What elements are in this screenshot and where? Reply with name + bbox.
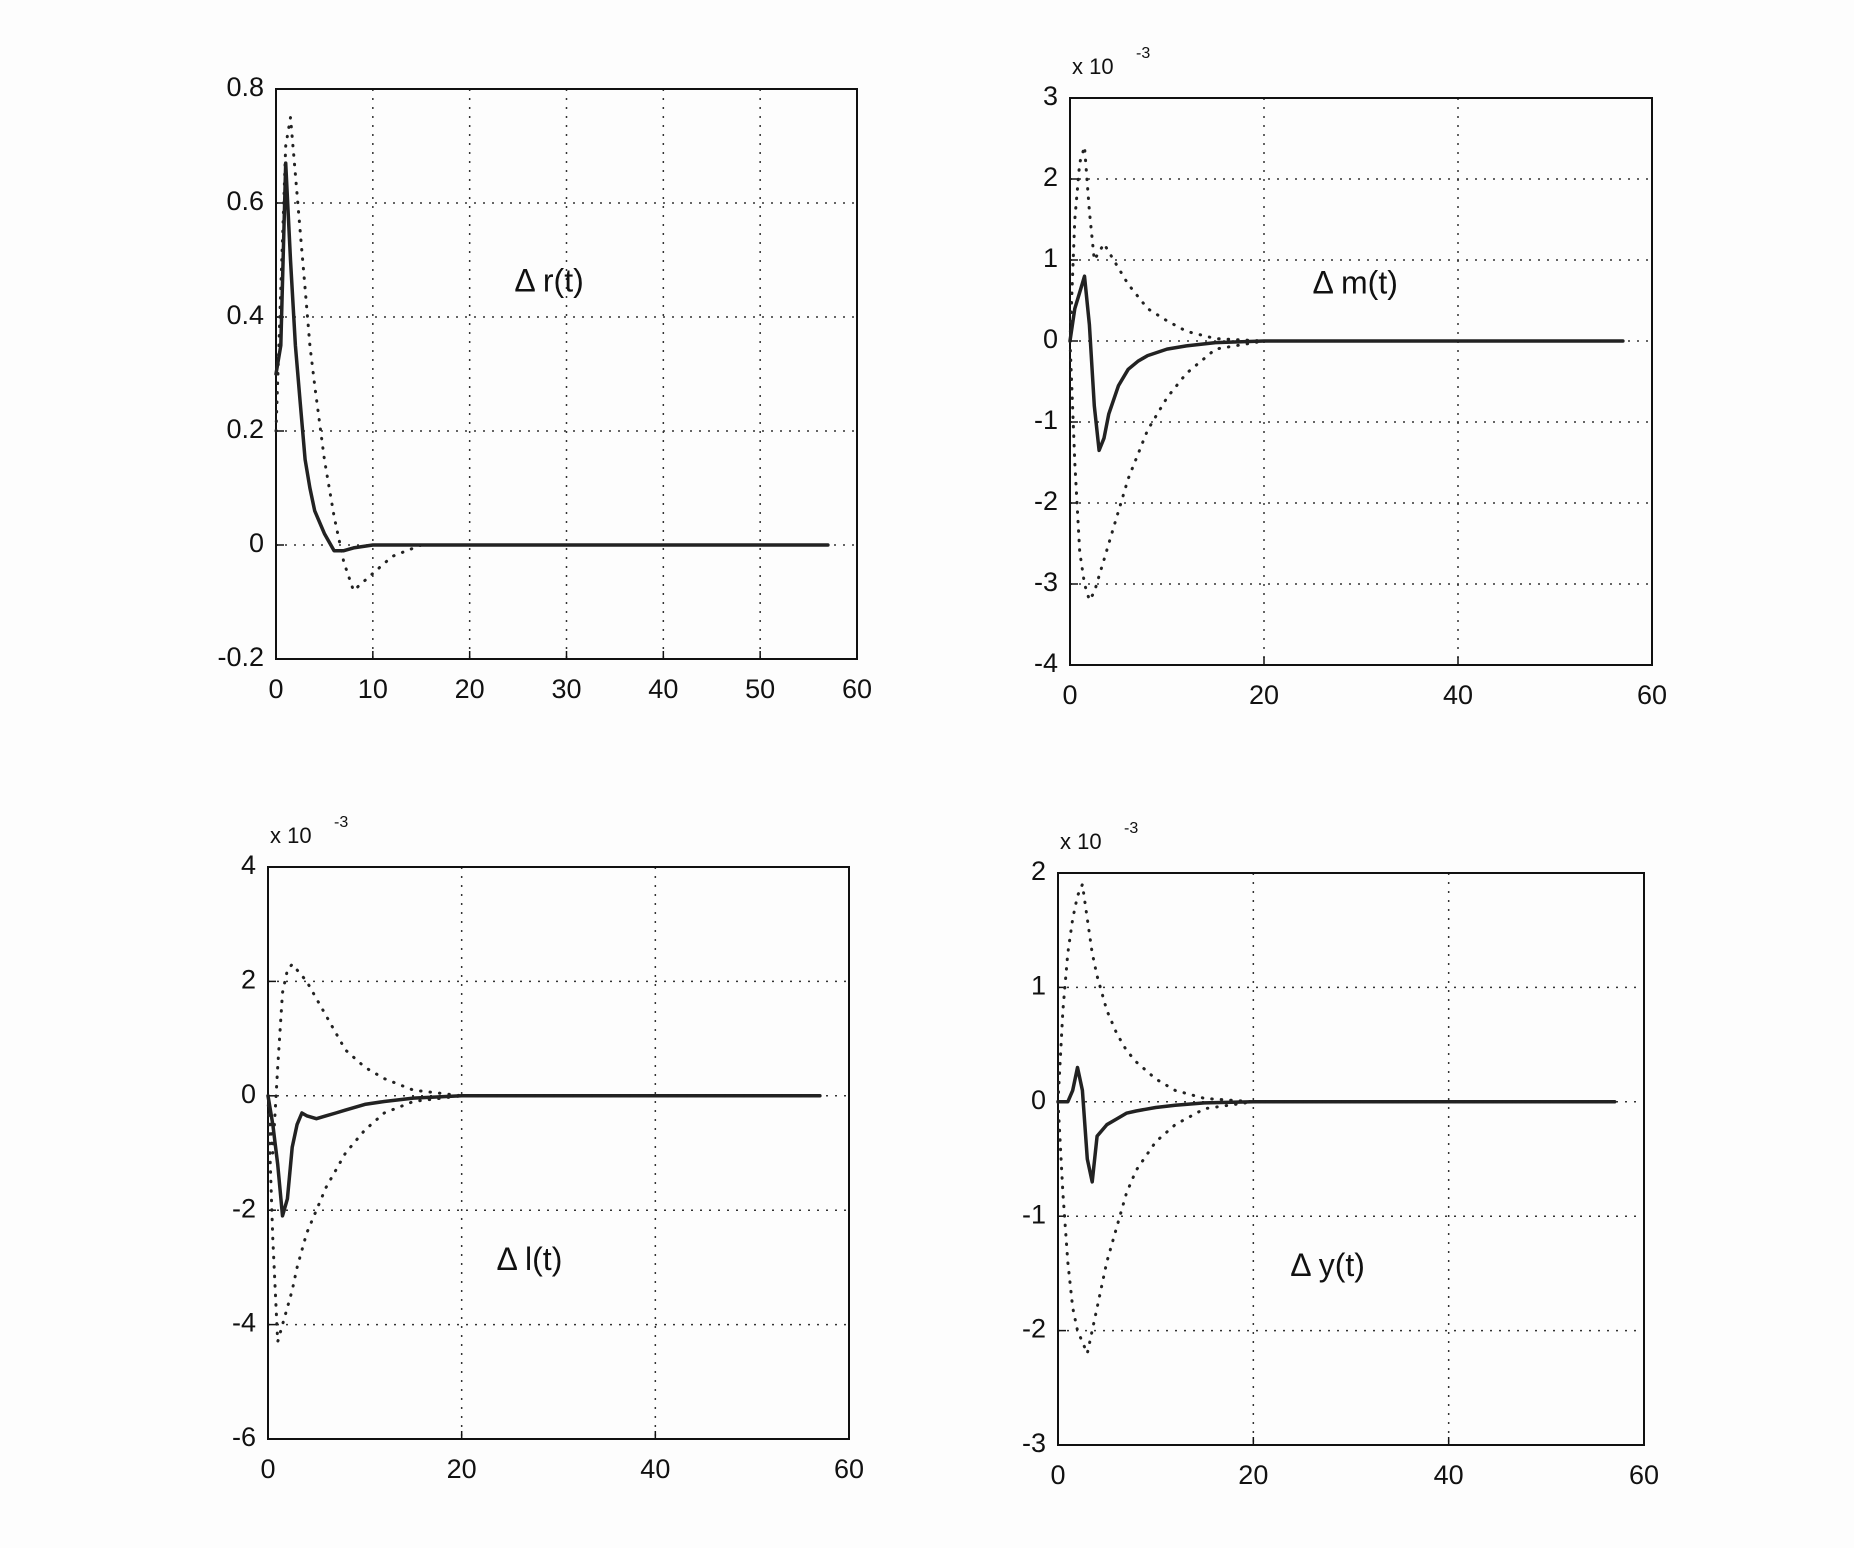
dotted-line (1068, 339, 1625, 602)
exponent: -3 (1124, 820, 1138, 837)
x-tick-label: 60 (834, 1454, 864, 1484)
dotted-line (266, 1094, 822, 1344)
dotted-line (1068, 145, 1625, 343)
x-tick-label: 20 (1238, 1460, 1268, 1490)
dotted-line (274, 116, 830, 593)
y-tick-label: -2 (1034, 486, 1058, 516)
y-tick-label: -4 (232, 1308, 256, 1338)
x-tick-label: 30 (551, 674, 581, 704)
y-tick-label: 1 (1043, 243, 1058, 273)
solid-line (274, 161, 830, 553)
plot-frame (267, 866, 850, 1440)
solid-line (266, 1094, 822, 1218)
x-tick-label: 60 (1637, 680, 1667, 710)
exponent-base: x 10 (1072, 54, 1114, 79)
y-tick-label: -1 (1034, 405, 1058, 435)
x-tick-label: 40 (1443, 680, 1473, 710)
annotation: Δ y(t) (1290, 1247, 1365, 1283)
y-tick-label: -6 (232, 1422, 256, 1452)
y-tick-label: 0.4 (226, 300, 264, 330)
y-tick-label: 0 (241, 1079, 256, 1109)
x-tick-label: 10 (358, 674, 388, 704)
x-tick-label: 20 (1249, 680, 1279, 710)
exponent: -3 (334, 814, 348, 831)
plot-frame (1069, 97, 1653, 666)
y-tick-label: 3 (1043, 81, 1058, 111)
y-tick-label: 2 (1043, 162, 1058, 192)
y-tick-label: -4 (1034, 648, 1058, 678)
plot-frame (1057, 872, 1645, 1446)
y-tick-label: -2 (1022, 1314, 1046, 1344)
x-tick-label: 0 (1062, 680, 1077, 710)
x-tick-label: 20 (455, 674, 485, 704)
annotation: Δ m(t) (1313, 265, 1398, 301)
x-tick-label: 40 (648, 674, 678, 704)
exponent: -3 (1136, 45, 1150, 62)
y-tick-label: 0 (249, 528, 264, 558)
y-tick-label: -3 (1022, 1428, 1046, 1458)
y-tick-label: 4 (241, 850, 256, 880)
y-tick-label: 0.6 (226, 186, 264, 216)
x-tick-label: 60 (1629, 1460, 1659, 1490)
dotted-line (1056, 882, 1617, 1104)
dotted-line (1056, 1100, 1617, 1355)
y-tick-label: 0.8 (226, 72, 264, 102)
y-tick-label: 0 (1043, 324, 1058, 354)
y-tick-label: 1 (1031, 971, 1046, 1001)
x-tick-label: 60 (842, 674, 872, 704)
y-tick-label: 0.2 (226, 414, 264, 444)
y-tick-label: 0 (1031, 1085, 1046, 1115)
x-tick-label: 40 (1434, 1460, 1464, 1490)
y-tick-label: -3 (1034, 567, 1058, 597)
y-tick-label: -2 (232, 1193, 256, 1223)
y-tick-label: 2 (1031, 856, 1046, 886)
exponent-base: x 10 (270, 823, 312, 848)
x-tick-label: 0 (260, 1454, 275, 1484)
x-tick-label: 0 (268, 674, 283, 704)
x-tick-label: 20 (447, 1454, 477, 1484)
x-tick-label: 50 (745, 674, 775, 704)
exponent-base: x 10 (1060, 829, 1102, 854)
y-tick-label: -0.2 (217, 642, 264, 672)
annotation: Δ l(t) (497, 1241, 563, 1277)
x-tick-label: 0 (1050, 1460, 1065, 1490)
y-tick-label: -1 (1022, 1199, 1046, 1229)
y-tick-label: 2 (241, 965, 256, 995)
annotation: Δ r(t) (514, 262, 583, 298)
x-tick-label: 40 (640, 1454, 670, 1484)
